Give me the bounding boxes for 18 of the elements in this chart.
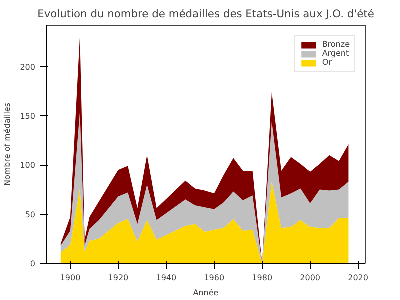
y-tick-label: 50 xyxy=(25,210,36,220)
x-tick-label: 1940 xyxy=(156,274,177,282)
legend-label: Or xyxy=(322,58,333,67)
x-axis-title: Année xyxy=(193,288,219,298)
y-tick-label: 200 xyxy=(20,62,36,72)
x-tick-label: 2000 xyxy=(300,274,321,282)
y-tick-label: 0 xyxy=(30,260,36,268)
y-tick-label: 100 xyxy=(20,161,36,170)
x-tick-label: 1900 xyxy=(60,274,81,282)
x-tick-label: 1980 xyxy=(252,274,273,282)
x-tick-label: 2020 xyxy=(348,274,368,282)
y-axis-title: Nombre of médailles xyxy=(3,102,12,186)
legend-label: Argent xyxy=(322,49,350,58)
legend-label: Bronze xyxy=(322,40,350,49)
chart-title: Evolution du nombre de médailles des Etats-Unis aux J.O. d'été xyxy=(38,8,374,20)
x-tick-label: 1960 xyxy=(204,274,225,282)
y-tick-label: 150 xyxy=(20,112,36,121)
x-tick-label: 1920 xyxy=(108,274,129,282)
